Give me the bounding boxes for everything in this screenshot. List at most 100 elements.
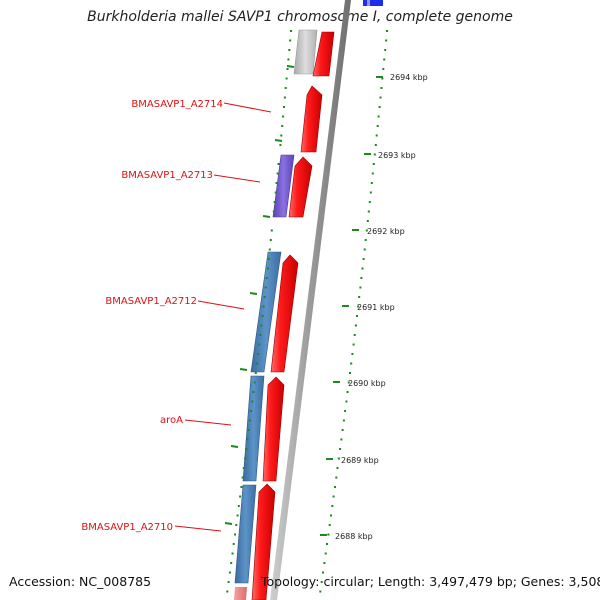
gene-forward-5[interactable] <box>262 376 285 482</box>
guide-dot <box>274 191 277 194</box>
guide-dot <box>351 353 354 355</box>
guide-dot <box>251 400 254 403</box>
guide-dot <box>277 163 280 165</box>
guide-dot <box>228 571 231 574</box>
guide-dot <box>346 391 349 393</box>
gene-BMASAVP1_A2714-other[interactable] <box>293 29 318 75</box>
guide-dot <box>258 343 261 346</box>
map-title: Burkholderia mallei SAVP1 chromosome I, … <box>87 9 513 25</box>
guide-dot <box>380 87 383 89</box>
guide-dot <box>361 267 364 270</box>
gene-BMASAVP1_A2710-reverse[interactable] <box>234 484 257 584</box>
guide-dot <box>332 495 335 498</box>
scale-major-ticks <box>320 76 383 536</box>
guide-dot <box>276 172 279 175</box>
guide-dot <box>337 457 340 460</box>
guide-dot <box>354 324 357 327</box>
gene-BMASAVP1_A2713-reverse[interactable] <box>272 154 295 218</box>
guide-dot <box>262 305 265 308</box>
gene-forward-3[interactable] <box>288 156 313 218</box>
guide-dot <box>253 381 256 384</box>
gene-forward-1[interactable] <box>312 31 335 77</box>
guide-dot <box>336 467 339 469</box>
guide-dot <box>382 68 385 70</box>
outer-dotted-guide <box>319 30 388 593</box>
label-leader-lines <box>174 102 272 532</box>
guide-dot <box>255 362 258 365</box>
scale-label-2694: 2694 kbp <box>390 73 428 82</box>
guide-dot <box>241 476 244 479</box>
gene-partial-bottom <box>234 587 247 600</box>
gene-label-BMASAVP1_A2712[interactable]: BMASAVP1_A2712 <box>105 296 197 307</box>
guide-dot <box>266 267 269 270</box>
scale-label-2688: 2688 kbp <box>335 532 373 541</box>
guide-dot <box>357 305 360 308</box>
guide-dot <box>370 182 373 184</box>
top-feature-gene <box>363 0 383 6</box>
guide-dot <box>362 258 365 260</box>
guide-dot <box>375 134 378 137</box>
guide-dot <box>260 324 263 327</box>
guide-dot <box>261 315 264 317</box>
guide-dot <box>234 533 236 536</box>
topology-text: Topology: circular; Length: 3,497,479 bp… <box>261 574 600 589</box>
gene-label-BMASAVP1_A2713[interactable]: BMASAVP1_A2713 <box>121 170 213 181</box>
guide-dot <box>344 410 347 412</box>
guide-dot <box>385 39 388 42</box>
guide-dot <box>345 400 348 403</box>
guide-dot <box>290 30 292 32</box>
guide-dot <box>269 239 272 241</box>
guide-dot <box>247 429 250 431</box>
gene-label-aroA[interactable]: aroA <box>160 415 183 426</box>
guide-dot <box>272 210 275 213</box>
guide-dot <box>381 77 384 80</box>
inner-tick-marks <box>224 65 295 525</box>
guide-dot <box>377 115 380 118</box>
guide-dot <box>265 277 268 279</box>
guide-dot <box>286 68 289 70</box>
guide-dot <box>363 248 366 251</box>
guide-dot <box>231 552 234 555</box>
guide-dot <box>235 524 238 526</box>
guide-dot <box>275 182 278 184</box>
gene-aroA-reverse[interactable] <box>242 375 265 482</box>
guide-dot <box>279 144 282 146</box>
gene-forward-2[interactable] <box>300 85 323 153</box>
guide-dot <box>347 381 350 384</box>
guide-dot <box>257 353 260 355</box>
guide-dot <box>339 448 342 450</box>
guide-dot <box>264 286 267 289</box>
guide-dot <box>327 533 330 536</box>
guide-dot <box>245 448 248 450</box>
guide-dot <box>341 429 344 431</box>
guide-dot <box>383 58 386 61</box>
guide-dot <box>236 514 239 517</box>
guide-dot <box>322 571 324 574</box>
guide-dot <box>320 581 323 583</box>
guide-dot <box>353 334 356 336</box>
gene-label-BMASAVP1_A2714[interactable]: BMASAVP1_A2714 <box>131 99 223 110</box>
guide-dot <box>349 372 351 374</box>
guide-dot <box>289 39 292 42</box>
guide-dot <box>252 391 255 393</box>
guide-dot <box>268 248 271 251</box>
guide-dot <box>330 514 332 517</box>
guide-dot <box>371 172 374 175</box>
gene-label-BMASAVP1_A2710[interactable]: BMASAVP1_A2710 <box>81 522 173 533</box>
guide-dot <box>366 220 369 222</box>
guide-dot <box>248 419 251 422</box>
guide-dot <box>367 210 370 213</box>
gene-BMASAVP1_A2712-reverse[interactable] <box>250 251 282 373</box>
guide-dot <box>326 543 328 545</box>
guide-dot <box>340 438 343 441</box>
guide-dot <box>263 296 266 298</box>
gene-forward-4[interactable] <box>270 254 299 373</box>
guide-dot <box>368 201 371 203</box>
guide-dot <box>283 106 285 108</box>
guide-dot <box>386 30 388 32</box>
gene-forward-6[interactable] <box>251 483 276 600</box>
guide-dot <box>285 77 288 80</box>
guide-dot <box>334 486 336 488</box>
guide-dot <box>281 125 284 127</box>
